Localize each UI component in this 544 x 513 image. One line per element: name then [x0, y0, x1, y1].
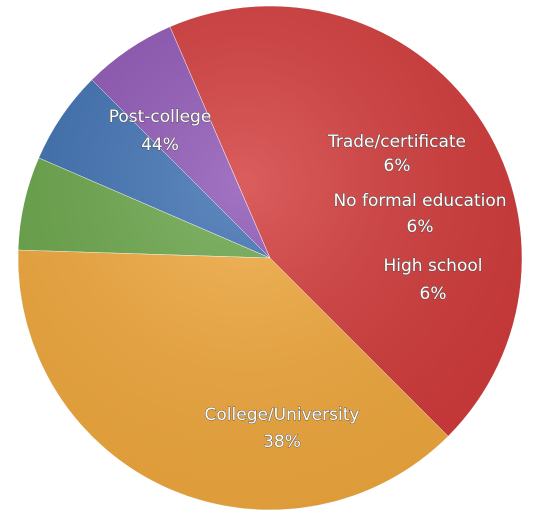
- slice-value-label: 6%: [420, 284, 447, 304]
- slice-label: College/University: [205, 405, 360, 425]
- slice-value-label: 38%: [263, 432, 301, 452]
- slice-value-label: 44%: [141, 135, 179, 155]
- slice-label: High school: [384, 256, 483, 276]
- slice-label: Trade/certificate: [327, 132, 466, 152]
- slice-label: Post-college: [109, 107, 212, 127]
- slice-value-label: 6%: [407, 217, 434, 237]
- slice-label: No formal education: [333, 191, 506, 211]
- slice-value-label: 6%: [384, 156, 411, 176]
